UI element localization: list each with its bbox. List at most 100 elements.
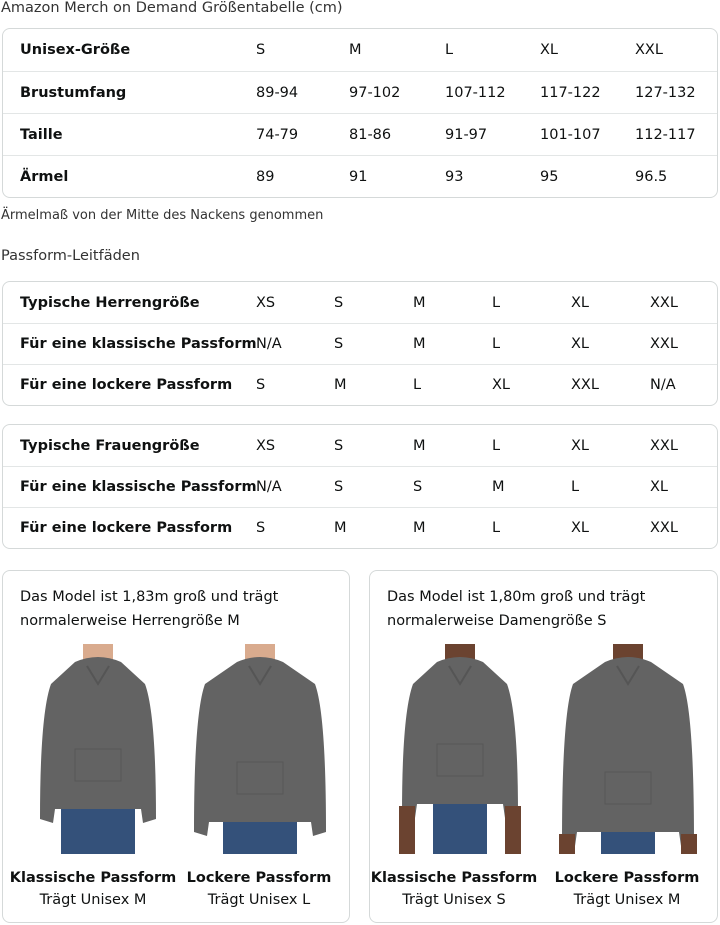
table-cell: XL bbox=[571, 336, 590, 352]
table-cell: XXL bbox=[650, 336, 678, 352]
table-row: Ärmel 89 91 93 95 96.5 bbox=[3, 155, 717, 197]
table-cell: XL bbox=[492, 377, 511, 393]
table-cell: L bbox=[492, 336, 501, 352]
table-row: Für eine klassische Passform N/A S M L XL XXL bbox=[3, 323, 717, 364]
table-cell: M bbox=[349, 42, 362, 58]
fit-title: Klassische Passform bbox=[370, 870, 538, 886]
table-cell: 74-79 bbox=[256, 126, 299, 143]
table-cell: 89-94 bbox=[256, 84, 299, 101]
row-label: Ärmel bbox=[20, 168, 69, 185]
table-row: Brustumfang 89-94 97-102 107-112 117-122 127-… bbox=[3, 71, 717, 113]
table-cell: 93 bbox=[445, 168, 464, 185]
hoodie bbox=[402, 657, 518, 818]
table-cell: S bbox=[413, 479, 423, 495]
row-label: Für eine lockere Passform bbox=[20, 377, 233, 393]
table-cell: L bbox=[571, 479, 580, 495]
fit-size: Trägt Unisex S bbox=[402, 892, 506, 908]
table-cell: XL bbox=[650, 479, 669, 495]
table-cell: XXL bbox=[571, 377, 599, 393]
sleeve-note: Ärmelmaß von der Mitte des Nackens genom… bbox=[1, 208, 324, 223]
table-row: Für eine lockere Passform S M M L XL XXL bbox=[3, 507, 717, 548]
model-description: normalerweise Herrengröße M bbox=[20, 613, 240, 629]
table-cell: M bbox=[413, 437, 426, 454]
row-label: Für eine klassische Passform bbox=[20, 336, 257, 352]
chart-title: Amazon Merch on Demand Größentabelle (cm… bbox=[1, 0, 343, 16]
men-classic-fit-photo bbox=[23, 644, 173, 854]
table-cell: 81-86 bbox=[349, 126, 392, 143]
table-cell: 112-117 bbox=[635, 126, 696, 143]
table-cell: L bbox=[413, 377, 422, 393]
fit-title: Lockere Passform bbox=[186, 870, 332, 886]
table-cell: S bbox=[334, 336, 344, 352]
table-cell: S bbox=[334, 294, 344, 311]
row-label: Für eine klassische Passform bbox=[20, 479, 257, 495]
fit-title: Lockere Passform bbox=[554, 870, 700, 886]
table-cell: M bbox=[334, 377, 347, 393]
table-cell: XXL bbox=[650, 520, 678, 536]
table-cell: L bbox=[445, 42, 454, 58]
table-row: Für eine lockere Passform S M L XL XXL N/A bbox=[3, 364, 717, 405]
table-cell: 117-122 bbox=[540, 84, 601, 101]
table-row: Unisex-Größe S M L XL XXL bbox=[3, 29, 717, 71]
table-cell: 101-107 bbox=[540, 126, 601, 143]
table-cell: XL bbox=[540, 42, 559, 58]
table-cell: M bbox=[492, 479, 505, 495]
table-cell: L bbox=[492, 520, 501, 536]
table-cell: M bbox=[413, 336, 426, 352]
women-model-card: Das Model ist 1,80m groß und trägt normal… bbox=[369, 570, 718, 923]
fit-size: Trägt Unisex L bbox=[207, 892, 311, 908]
table-cell: 97-102 bbox=[349, 84, 401, 101]
hoodie bbox=[562, 657, 694, 846]
table-cell: 91 bbox=[349, 168, 368, 185]
table-cell: S bbox=[256, 520, 266, 536]
table-cell: S bbox=[334, 437, 344, 454]
men-loose-fit-photo bbox=[185, 644, 335, 854]
table-cell: XS bbox=[256, 294, 276, 311]
table-cell: M bbox=[413, 520, 426, 536]
table-cell: XL bbox=[571, 294, 590, 311]
table-cell: XXL bbox=[650, 294, 678, 311]
model-description: Das Model ist 1,80m groß und trägt bbox=[387, 589, 646, 605]
table-row: Für eine klassische Passform N/A S S M L XL bbox=[3, 466, 717, 507]
men-model-card: Das Model ist 1,83m groß und trägt normal… bbox=[2, 570, 350, 923]
fit-guide-title: Passform-Leitfäden bbox=[1, 248, 140, 264]
women-classic-fit-photo bbox=[385, 644, 535, 854]
table-cell: L bbox=[492, 437, 501, 454]
jeans bbox=[223, 817, 297, 854]
table-cell: XXL bbox=[635, 42, 663, 58]
table-cell: S bbox=[334, 479, 344, 495]
table-cell: L bbox=[492, 294, 501, 311]
table-cell: 91-97 bbox=[445, 126, 488, 143]
table-cell: S bbox=[256, 42, 266, 58]
table-cell: 95 bbox=[540, 168, 559, 185]
jeans bbox=[61, 804, 135, 854]
table-cell: XL bbox=[571, 520, 590, 536]
hoodie bbox=[194, 657, 326, 836]
table-cell: 107-112 bbox=[445, 84, 506, 101]
table-row: Typische Herrengröße XS S M L XL XXL bbox=[3, 282, 717, 323]
table-cell: XXL bbox=[650, 437, 678, 454]
fit-size: Trägt Unisex M bbox=[39, 892, 147, 908]
row-label: Typische Frauengröße bbox=[20, 437, 200, 454]
row-label: Unisex-Größe bbox=[20, 42, 131, 58]
table-cell: M bbox=[334, 520, 347, 536]
hoodie bbox=[40, 657, 156, 823]
row-label: Brustumfang bbox=[20, 84, 127, 101]
fit-size: Trägt Unisex M bbox=[573, 892, 681, 908]
row-label: Typische Herrengröße bbox=[20, 294, 200, 311]
row-label: Für eine lockere Passform bbox=[20, 520, 233, 536]
jeans bbox=[433, 799, 487, 854]
model-description: Das Model ist 1,83m groß und trägt bbox=[20, 589, 279, 605]
table-row: Taille 74-79 81-86 91-97 101-107 112-117 bbox=[3, 113, 717, 155]
table-cell: 89 bbox=[256, 168, 275, 185]
row-label: Taille bbox=[20, 126, 63, 143]
table-cell: XL bbox=[571, 437, 590, 454]
table-cell: S bbox=[256, 377, 266, 393]
table-cell: 127-132 bbox=[635, 84, 696, 101]
table-cell: 96.5 bbox=[635, 168, 668, 185]
fit-title: Klassische Passform bbox=[9, 870, 177, 886]
women-loose-fit-photo bbox=[553, 644, 703, 854]
model-description: normalerweise Damengröße S bbox=[387, 613, 607, 629]
women-fit-table: Typische Frauengröße XS S M L XL XXL Für eine k… bbox=[2, 424, 718, 549]
men-fit-table: Typische Herrengröße XS S M L XL XXL Für eine k… bbox=[2, 281, 718, 406]
